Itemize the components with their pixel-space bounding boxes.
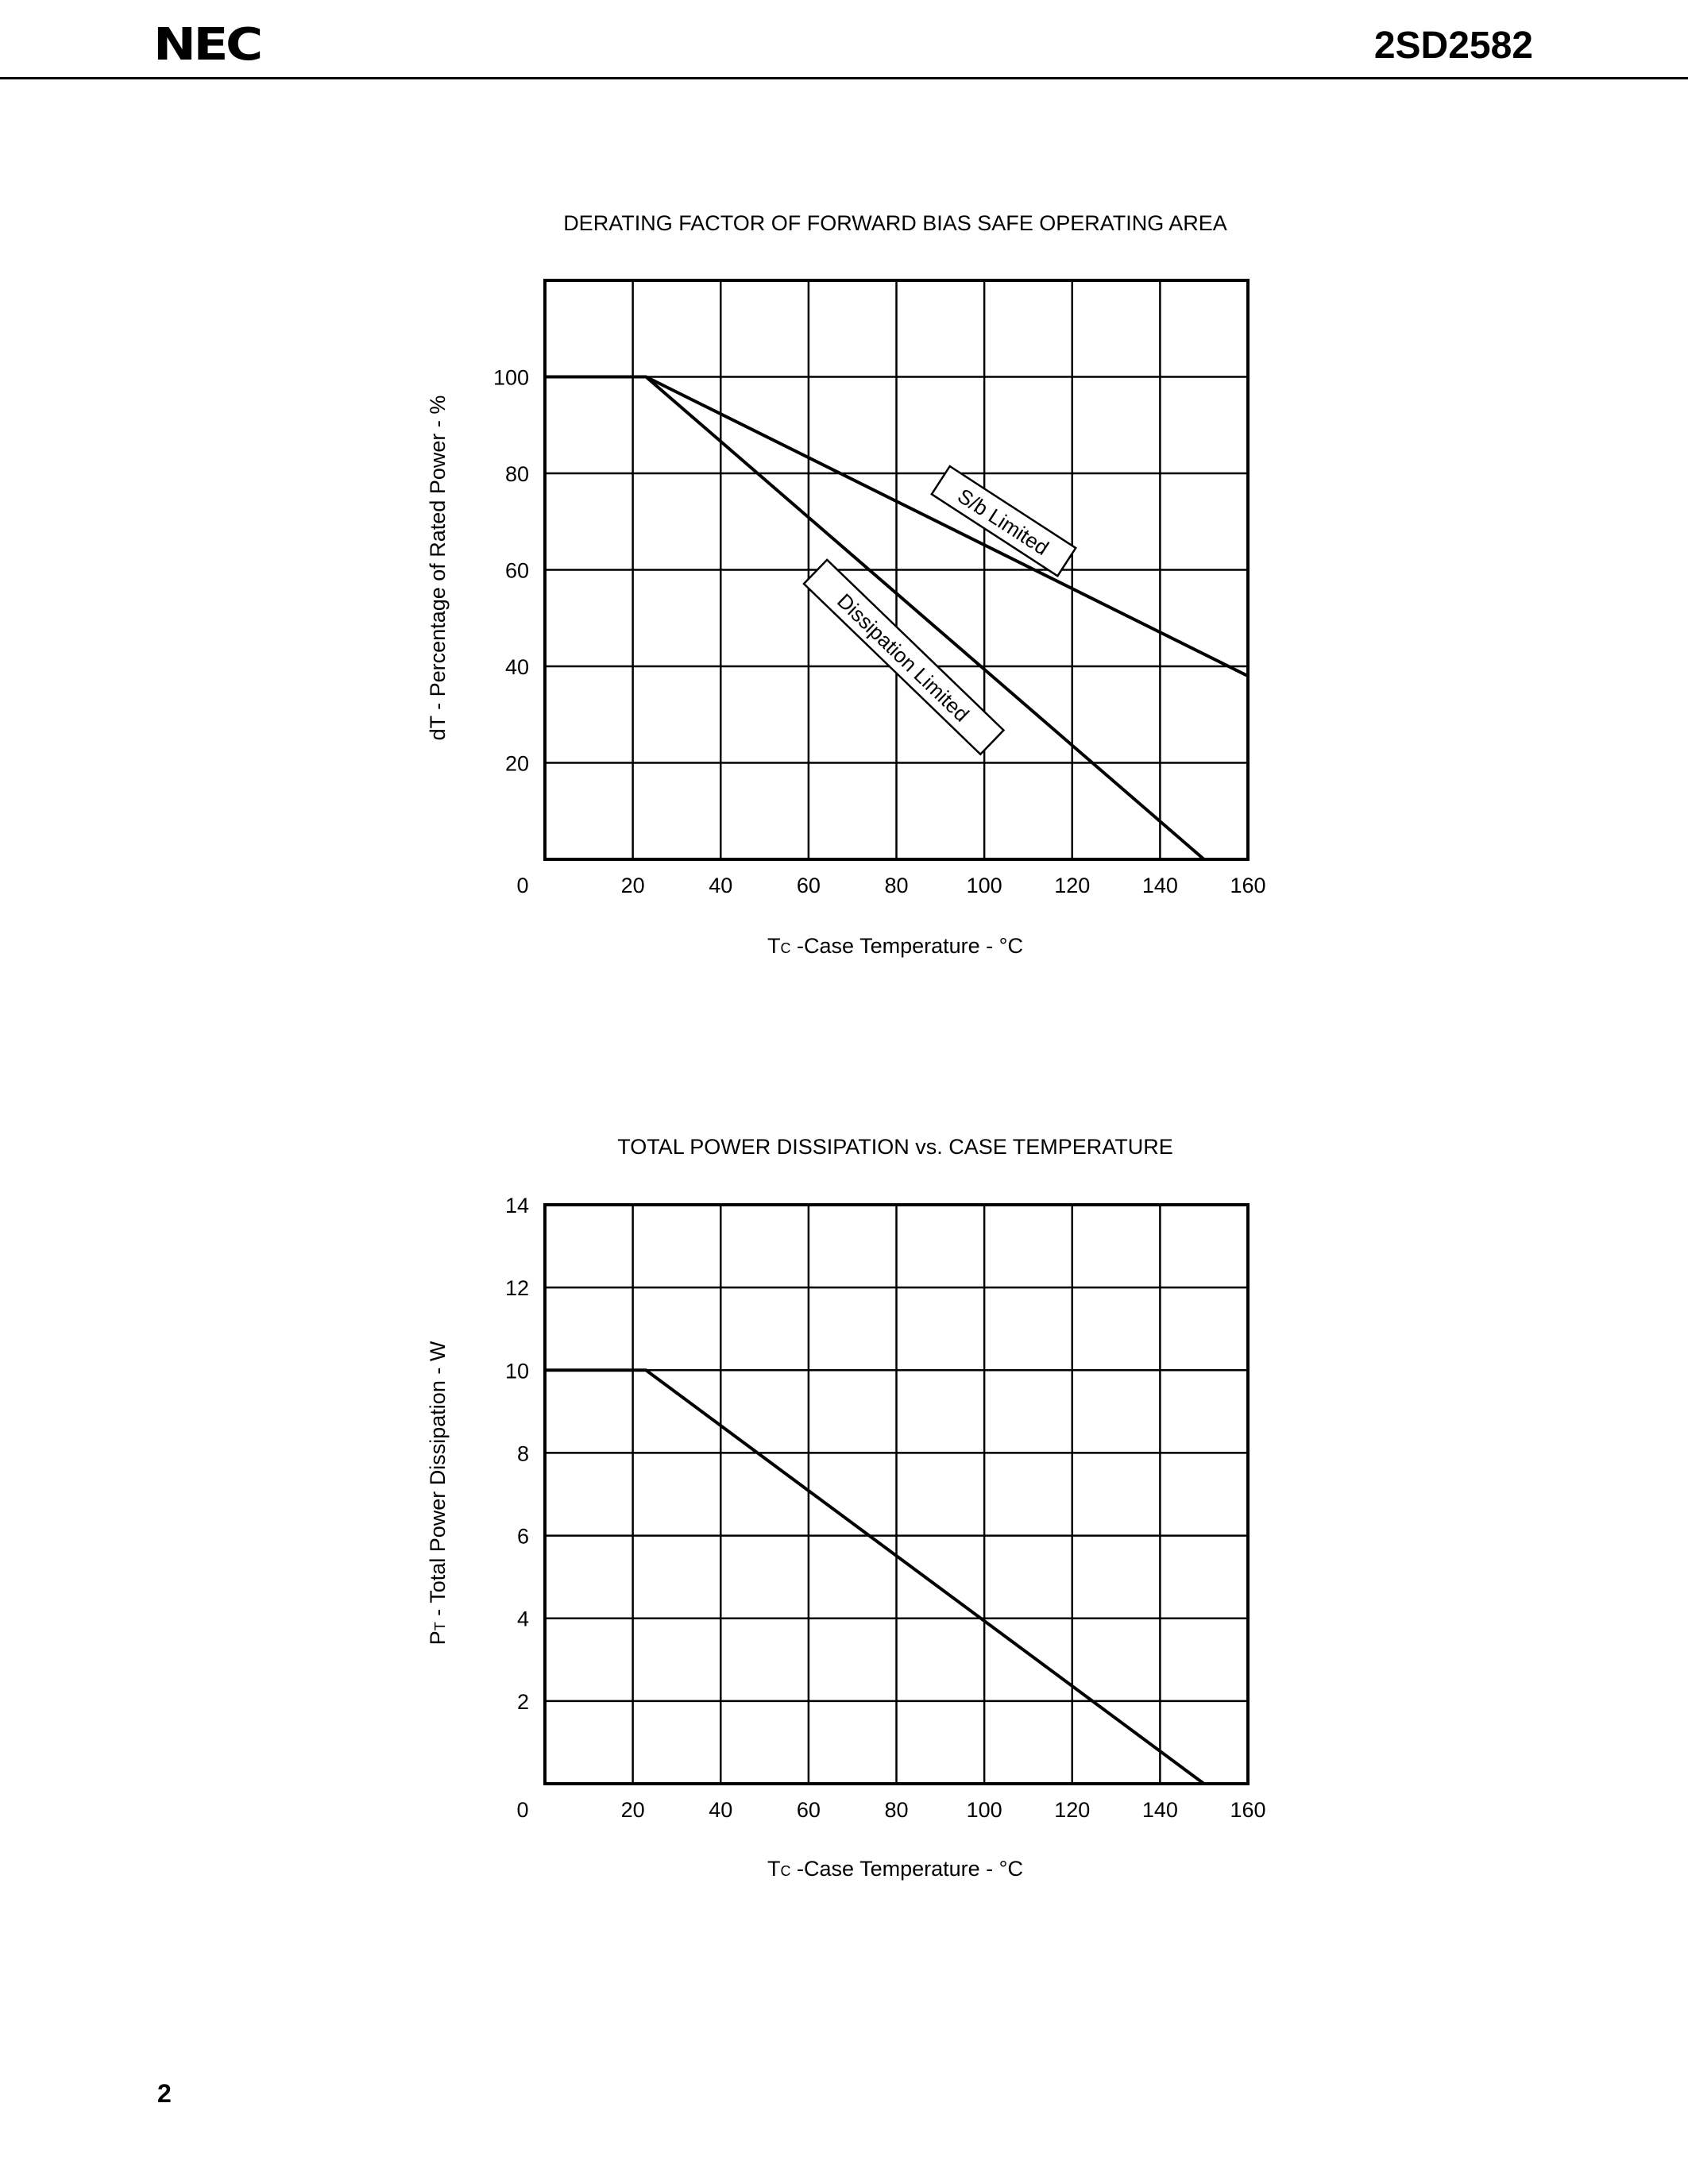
derating-chart: DERATING FACTOR OF FORWARD BIAS SAFE OPE…	[426, 211, 1266, 958]
x-tick-label: 80	[884, 874, 908, 897]
y-axis-label: PT - Total Power Dissipation - W	[426, 1341, 450, 1645]
y-tick-label: 8	[517, 1441, 529, 1465]
nec-logo: NEC	[153, 19, 263, 71]
chart-title: TOTAL POWER DISSIPATION vs. CASE TEMPERA…	[617, 1135, 1173, 1159]
x-tick-label: 80	[884, 1798, 908, 1822]
y-tick-label: 10	[505, 1359, 529, 1383]
y-tick-label: 2	[517, 1690, 529, 1714]
y-tick-label: 100	[493, 366, 529, 390]
page-number: 2	[157, 2079, 172, 2108]
plot-frame	[543, 279, 1250, 861]
x-axis-label: TC -Case Temperature - °C	[767, 1857, 1023, 1881]
dissipation-limited-label-text: Dissipation Limited	[832, 588, 974, 726]
chart-title: DERATING FACTOR OF FORWARD BIAS SAFE OPE…	[563, 211, 1227, 235]
header-divider	[0, 77, 1688, 79]
x-axis-label: TC -Case Temperature - °C	[767, 934, 1023, 958]
x-tick-label: 40	[709, 874, 732, 897]
y-axis-label: dT - Percentage of Rated Power - %	[426, 396, 450, 741]
x-tick-label: 120	[1054, 1798, 1090, 1822]
power-dissipation-chart: TOTAL POWER DISSIPATION vs. CASE TEMPERA…	[426, 1135, 1266, 1881]
x-tick-label: 0	[516, 1798, 528, 1822]
x-tick-label: 0	[516, 874, 528, 897]
x-tick-label: 100	[967, 1798, 1002, 1822]
x-tick-label: 160	[1230, 1798, 1265, 1822]
y-tick-label: 6	[517, 1525, 529, 1549]
x-tick-label: 100	[967, 874, 1002, 897]
x-tick-label: 120	[1054, 874, 1090, 897]
dissipation-limited-label-box	[802, 558, 1006, 756]
x-tick-label: 140	[1142, 1798, 1178, 1822]
x-tick-label: 140	[1142, 874, 1178, 897]
y-tick-label: 12	[505, 1276, 529, 1300]
part-number: 2SD2582	[1373, 25, 1533, 67]
x-tick-label: 60	[797, 874, 821, 897]
y-tick-label: 40	[505, 655, 529, 679]
y-tick-label: 4	[517, 1607, 529, 1631]
y-tick-label: 60	[505, 559, 529, 583]
plot-frame	[543, 1203, 1250, 1785]
series-line	[545, 1368, 1205, 1785]
sb-limited-label-text: S/b Limited	[953, 484, 1053, 560]
x-tick-label: 40	[709, 1798, 732, 1822]
sb-limited-label-box	[930, 465, 1077, 577]
x-tick-label: 160	[1230, 874, 1265, 897]
x-tick-label: 20	[621, 874, 645, 897]
x-tick-label: 60	[797, 1798, 821, 1822]
sb-limited-label: S/b Limited	[930, 465, 1077, 577]
dissipation-limited-label: Dissipation Limited	[802, 558, 1006, 756]
x-tick-label: 20	[621, 1798, 645, 1822]
dissipation-limited-line	[545, 375, 1205, 861]
y-tick-label: 14	[505, 1194, 529, 1217]
y-tick-label: 80	[505, 462, 529, 486]
y-tick-label: 20	[505, 752, 529, 776]
